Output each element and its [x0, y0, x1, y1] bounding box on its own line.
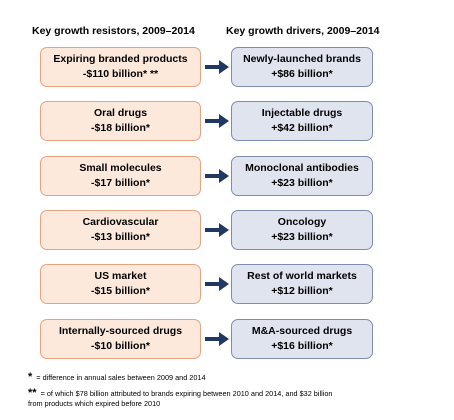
resistor-label: Expiring branded products	[53, 53, 188, 65]
arrow	[205, 277, 229, 291]
arrow	[205, 60, 229, 74]
resistor-value: -$18 billion*	[91, 122, 150, 134]
driver-box: Monoclonal antibodies +$23 billion*	[231, 156, 373, 196]
driver-value: +$12 billion*	[271, 285, 333, 297]
arrow	[205, 169, 229, 183]
resistor-value: -$10 billion*	[91, 340, 150, 352]
driver-value: +$42 billion*	[271, 122, 333, 134]
footnote-symbol: **	[28, 387, 37, 399]
footnote-text: = difference in annual sales between 200…	[36, 373, 206, 382]
resistor-box: Oral drugs -$18 billion*	[40, 101, 201, 141]
resistor-label: US market	[94, 270, 147, 282]
resistor-box: Expiring branded products -$110 billion* …	[40, 47, 201, 87]
driver-box: M&A-sourced drugs +$16 billion*	[231, 319, 373, 359]
driver-label: Monoclonal antibodies	[245, 162, 359, 174]
driver-label: Oncology	[277, 216, 327, 228]
resistor-value: -$17 billion*	[91, 177, 150, 189]
footnote-symbol: *	[28, 371, 33, 383]
driver-box: Newly-launched brands +$86 billion*	[231, 47, 373, 87]
driver-value: +$86 billion*	[271, 68, 333, 80]
driver-box: Rest of world markets +$12 billion*	[231, 264, 373, 304]
arrow	[205, 223, 229, 237]
arrow	[205, 332, 229, 346]
resistor-label: Small molecules	[79, 162, 162, 174]
resistor-box: Internally-sourced drugs -$10 billion*	[40, 319, 201, 359]
driver-box: Injectable drugs +$42 billion*	[231, 101, 373, 141]
resistor-box: Small molecules -$17 billion*	[40, 156, 201, 196]
driver-value: +$23 billion*	[271, 177, 333, 189]
driver-label: Injectable drugs	[261, 107, 343, 119]
resistor-value: -$15 billion*	[91, 285, 150, 297]
left-header: Key growth resistors, 2009–2014	[32, 25, 195, 37]
footnote: ** = of which $78 billion attributed to b…	[28, 388, 332, 409]
driver-value: +$16 billion*	[271, 340, 333, 352]
footnote-text: from products which expired before 2010	[28, 399, 161, 408]
resistor-label: Oral drugs	[93, 107, 148, 119]
driver-label: Newly-launched brands	[243, 53, 361, 65]
right-header: Key growth drivers, 2009–2014	[226, 25, 380, 37]
resistor-value: -$13 billion*	[91, 231, 150, 243]
driver-label: Rest of world markets	[247, 270, 357, 282]
arrow	[205, 114, 229, 128]
footnote: * = difference in annual sales between 20…	[28, 372, 206, 383]
footnote-text: = of which $78 billion attributed to bra…	[40, 389, 333, 398]
resistor-value: -$110 billion* **	[82, 68, 159, 80]
driver-box: Oncology +$23 billion*	[231, 210, 373, 250]
driver-label: M&A-sourced drugs	[251, 325, 353, 337]
resistor-box: Cardiovascular -$13 billion*	[40, 210, 201, 250]
driver-value: +$23 billion*	[271, 231, 333, 243]
resistor-label: Cardiovascular	[82, 216, 159, 228]
resistor-box: US market -$15 billion*	[40, 264, 201, 304]
resistor-label: Internally-sourced drugs	[58, 325, 183, 337]
